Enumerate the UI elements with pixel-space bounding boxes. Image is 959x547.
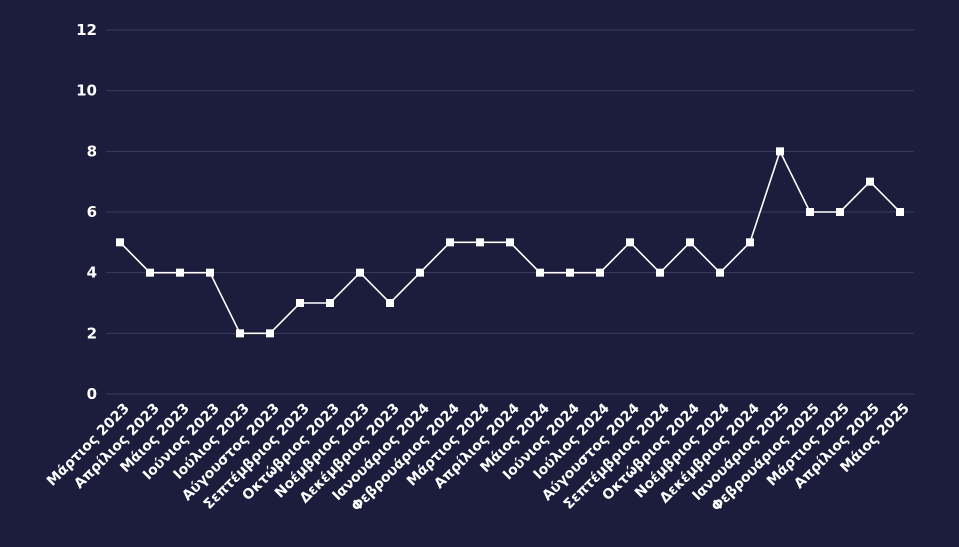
data-point <box>326 299 334 307</box>
y-axis-tick-labels: 0 2 4 6 8 10 12 <box>76 21 97 403</box>
data-point <box>566 268 574 277</box>
data-point <box>386 299 394 307</box>
data-point <box>446 238 454 247</box>
data-point <box>506 238 514 247</box>
data-point <box>206 268 214 277</box>
data-point <box>476 238 484 247</box>
data-point <box>716 268 724 277</box>
data-point <box>836 208 844 216</box>
y-tick-label: 4 <box>87 264 97 282</box>
data-point <box>746 238 754 247</box>
data-point <box>626 238 634 247</box>
data-point <box>266 329 274 338</box>
data-point <box>896 208 904 216</box>
data-point <box>536 268 544 277</box>
y-tick-label: 8 <box>87 142 97 160</box>
y-tick-label: 10 <box>76 82 97 100</box>
data-point <box>806 208 814 216</box>
data-point <box>776 147 784 156</box>
data-point <box>866 177 874 186</box>
data-point <box>176 268 184 277</box>
y-tick-label: 2 <box>87 324 97 342</box>
data-point <box>146 268 154 277</box>
data-point <box>356 268 364 277</box>
y-tick-label: 12 <box>76 21 97 39</box>
data-point <box>236 329 244 338</box>
data-point <box>296 299 304 307</box>
y-tick-label: 6 <box>87 203 97 221</box>
data-point <box>116 238 124 247</box>
data-point <box>686 238 694 247</box>
data-point <box>656 268 664 277</box>
series-layer <box>116 147 904 338</box>
data-point <box>596 268 604 277</box>
data-point <box>416 268 424 277</box>
y-tick-label: 0 <box>87 385 97 403</box>
